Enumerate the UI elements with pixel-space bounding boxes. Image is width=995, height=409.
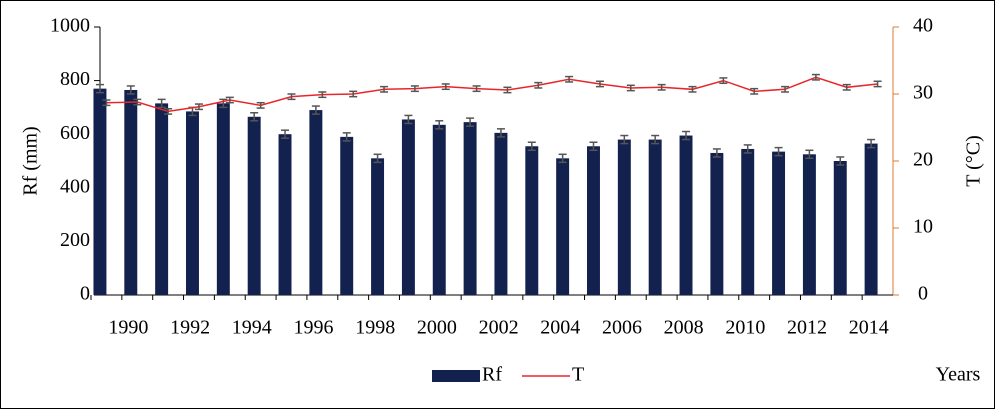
y2-tick-label: 30 bbox=[913, 82, 933, 104]
x-tick-label: 2006 bbox=[602, 317, 642, 339]
bar bbox=[525, 146, 539, 295]
bar bbox=[648, 139, 662, 295]
bar bbox=[278, 134, 292, 295]
bar bbox=[864, 143, 878, 295]
y2-tick-label: 40 bbox=[913, 15, 933, 37]
x-tick-label: 2002 bbox=[479, 317, 519, 339]
bar bbox=[371, 158, 385, 295]
bar bbox=[772, 151, 786, 295]
bar bbox=[556, 158, 570, 295]
y-tick-label: 400 bbox=[60, 175, 90, 197]
bar bbox=[710, 152, 724, 295]
y-tick-label: 200 bbox=[60, 229, 90, 251]
x-tick-label: 2010 bbox=[725, 317, 765, 339]
bar bbox=[741, 148, 755, 295]
bar bbox=[247, 116, 261, 295]
bar bbox=[401, 119, 415, 296]
x-tick-label: 2004 bbox=[540, 317, 580, 339]
bar bbox=[186, 111, 199, 295]
x-tick-label: 2000 bbox=[417, 317, 457, 339]
y-tick-label: 1000 bbox=[50, 15, 90, 37]
y2-tick-label: 20 bbox=[913, 149, 933, 171]
bar bbox=[432, 124, 446, 295]
bar bbox=[587, 146, 600, 295]
legend-label: T bbox=[572, 364, 584, 386]
x-tick-label: 2012 bbox=[787, 317, 827, 339]
bar bbox=[309, 110, 323, 295]
x-tick-label: 2008 bbox=[664, 317, 704, 339]
bar bbox=[124, 89, 138, 295]
bar bbox=[93, 88, 107, 295]
x-axis-title: Years bbox=[936, 364, 981, 386]
bar bbox=[155, 103, 169, 295]
legend-label: Rf bbox=[482, 364, 502, 386]
x-tick-label: 1998 bbox=[355, 317, 395, 339]
y-tick-label: 600 bbox=[60, 122, 90, 144]
bar bbox=[463, 122, 477, 295]
y2-tick-label: 0 bbox=[918, 283, 928, 305]
y2-axis-title: T (°C) bbox=[963, 135, 985, 187]
x-tick-label: 1996 bbox=[294, 317, 334, 339]
bar bbox=[340, 136, 354, 295]
y-axis-title: Rf (mm) bbox=[20, 126, 42, 195]
y2-tick-label: 10 bbox=[913, 216, 933, 238]
bar bbox=[617, 139, 631, 295]
bar bbox=[494, 132, 508, 295]
bar bbox=[833, 161, 847, 295]
x-tick-label: 1990 bbox=[108, 317, 148, 339]
bar bbox=[679, 135, 693, 295]
x-tick-label: 1992 bbox=[170, 317, 210, 339]
bar bbox=[802, 154, 816, 295]
x-tick-label: 1994 bbox=[232, 317, 272, 339]
x-tick-label: 2014 bbox=[849, 317, 889, 339]
legend-swatch bbox=[432, 370, 480, 382]
bar bbox=[216, 103, 230, 295]
line bbox=[106, 76, 878, 113]
y-tick-label: 800 bbox=[60, 68, 90, 90]
y-tick-label: 0 bbox=[80, 283, 90, 305]
